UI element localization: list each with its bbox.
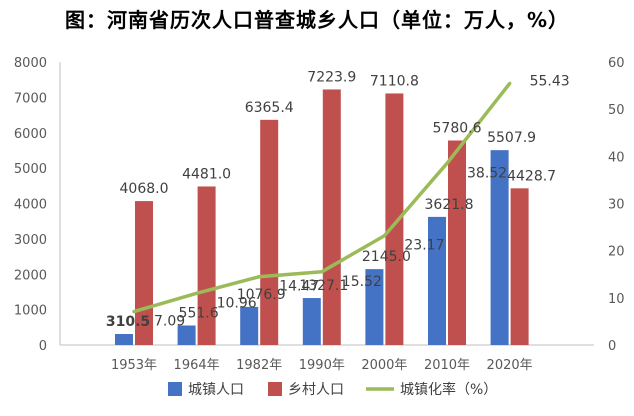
y-left-tick-label: 7000: [14, 91, 47, 106]
y-right-tick-label: 50: [608, 103, 625, 118]
bar-rural: [510, 188, 529, 345]
data-label-rate: 7.09: [154, 314, 185, 330]
data-label-rate: 15.52: [342, 274, 382, 290]
legend-urban-label: 城镇人口: [188, 382, 244, 398]
data-label-rate: 10.96: [217, 295, 257, 311]
y-left-tick-label: 4000: [14, 198, 47, 213]
y-right-tick-label: 10: [608, 292, 625, 307]
data-label-rate: 55.43: [530, 74, 570, 90]
data-label-rural: 7110.8: [370, 73, 419, 89]
data-label-rate: 38.52: [467, 165, 507, 181]
y-right-tick-label: 60: [608, 56, 625, 71]
bar-rural: [260, 119, 279, 345]
chart-title: 图：河南省历次人口普查城乡人口（单位：万人，%）: [64, 8, 570, 32]
y-left-tick-label: 1000: [14, 304, 47, 319]
data-label-urban: 1327.1: [299, 278, 348, 294]
y-right-tick-label: 30: [608, 198, 625, 213]
bar-urban: [490, 150, 509, 345]
y-left-tick-label: 8000: [14, 56, 47, 71]
data-label-urban: 551.6: [179, 305, 219, 321]
data-label-rural: 4428.7: [507, 168, 556, 184]
y-left-tick-label: 3000: [14, 233, 47, 248]
data-label-rural: 6365.4: [245, 100, 294, 116]
bar-urban: [240, 306, 259, 345]
legend-rural-label: 乡村人口: [288, 382, 344, 398]
data-label-rate: 23.17: [404, 238, 444, 254]
data-label-urban: 3621.8: [425, 197, 474, 213]
data-label-rural: 4068.0: [120, 181, 169, 197]
bar-urban: [302, 298, 321, 345]
bar-urban: [365, 269, 384, 345]
data-label-urban: 310.5: [106, 314, 150, 330]
data-label-urban: 5507.9: [487, 130, 536, 146]
x-tick-label: 2000年: [361, 358, 407, 373]
x-tick-label: 1990年: [299, 358, 345, 373]
y-left-tick-label: 0: [39, 339, 47, 354]
legend-rural-swatch: [268, 382, 282, 396]
data-label-rural: 7223.9: [307, 69, 356, 85]
bar-urban: [428, 216, 446, 345]
data-label-rate: 14.47: [279, 279, 319, 295]
legend-urban-swatch: [168, 382, 182, 396]
data-label-urban: 2145.0: [362, 249, 411, 265]
bar-rural: [197, 186, 216, 345]
x-tick-label: 2010年: [424, 358, 470, 373]
data-label-rural: 5780.6: [433, 121, 482, 137]
bar-rural: [385, 93, 404, 346]
legend-rate-label: 城镇化率（%）: [400, 381, 497, 398]
data-label-urban: 1076.9: [237, 287, 286, 303]
x-tick-label: 1953年: [111, 358, 157, 373]
x-tick-label: 1982年: [236, 358, 282, 373]
y-right-tick-label: 0: [608, 339, 616, 354]
bar-rural: [448, 140, 466, 345]
y-left-tick-label: 6000: [14, 127, 47, 142]
bar-urban: [177, 325, 196, 345]
bar-urban: [115, 334, 133, 345]
line-urbanization-rate: [132, 81, 512, 314]
y-right-tick-label: 40: [608, 150, 625, 165]
y-left-tick-label: 2000: [14, 268, 47, 283]
x-tick-label: 1964年: [174, 358, 220, 373]
bar-rural: [322, 89, 341, 346]
data-label-rural: 4481.0: [182, 166, 231, 182]
y-left-tick-label: 5000: [14, 162, 47, 177]
y-right-tick-label: 20: [608, 245, 625, 260]
x-tick-label: 2020年: [487, 358, 533, 373]
